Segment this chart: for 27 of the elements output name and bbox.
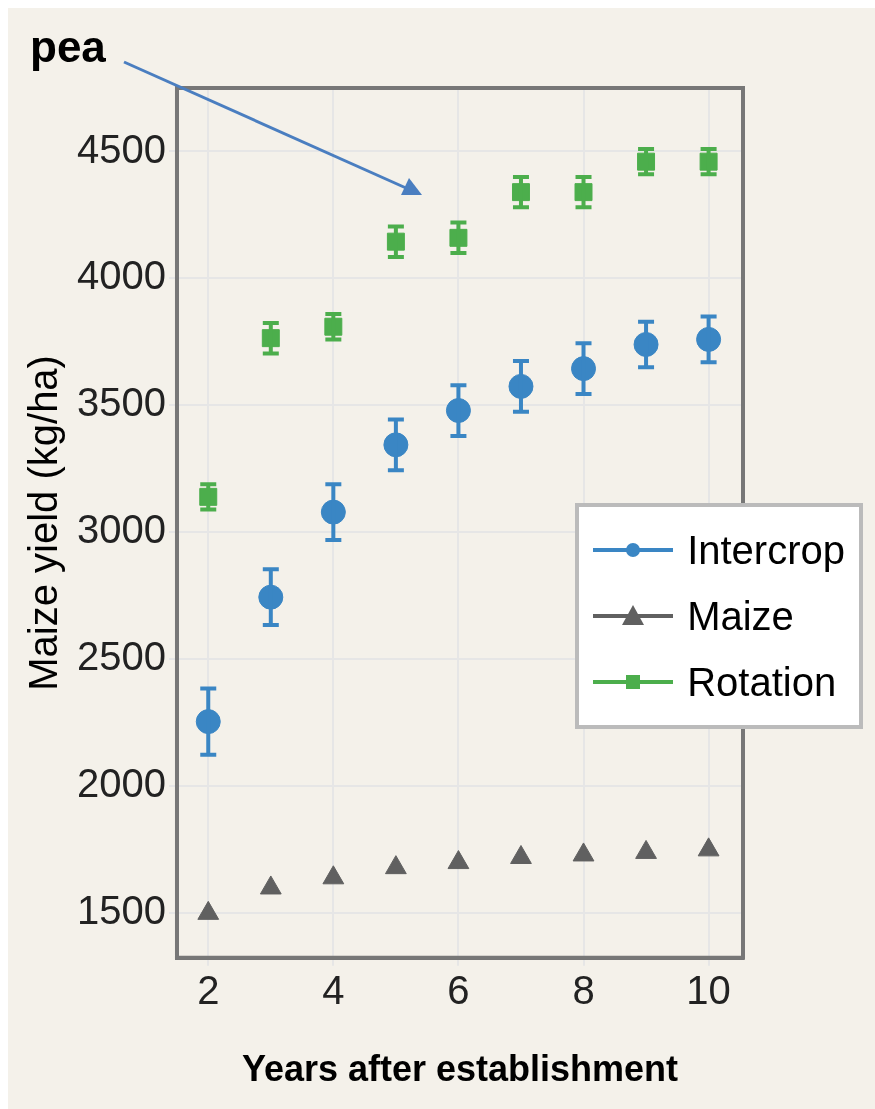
- point: [384, 855, 407, 875]
- legend-label: Maize: [687, 593, 794, 640]
- x-tick-label: 8: [572, 967, 595, 1012]
- legend-label: Intercrop: [687, 527, 845, 574]
- point: [322, 865, 345, 885]
- point: [572, 842, 595, 862]
- text: pea: [30, 22, 106, 72]
- y-tick-label: 2500: [77, 634, 166, 679]
- y-tick-label: 3000: [77, 507, 166, 552]
- point: [447, 850, 470, 870]
- x-tick-label: 2: [197, 967, 220, 1012]
- point: [259, 875, 282, 895]
- x-tick-label: 6: [447, 967, 470, 1012]
- y-tick-label: 2000: [77, 761, 166, 806]
- x-axis-title: Years after establishment: [241, 1048, 679, 1090]
- y-tick-label: 4000: [77, 253, 166, 298]
- y-tick-label: 4500: [77, 126, 166, 171]
- point: [510, 844, 532, 864]
- point: [197, 900, 220, 920]
- x-tick-label: 4: [322, 967, 345, 1012]
- legend-label: Rotation: [687, 659, 837, 706]
- y-tick-label: 3500: [77, 380, 166, 425]
- point: [635, 839, 657, 859]
- x-tick-label: 10: [686, 967, 731, 1012]
- point: [697, 837, 720, 857]
- y-axis-title: Maize yield (kg/ha): [21, 355, 66, 691]
- y-tick-label: 1500: [77, 888, 166, 933]
